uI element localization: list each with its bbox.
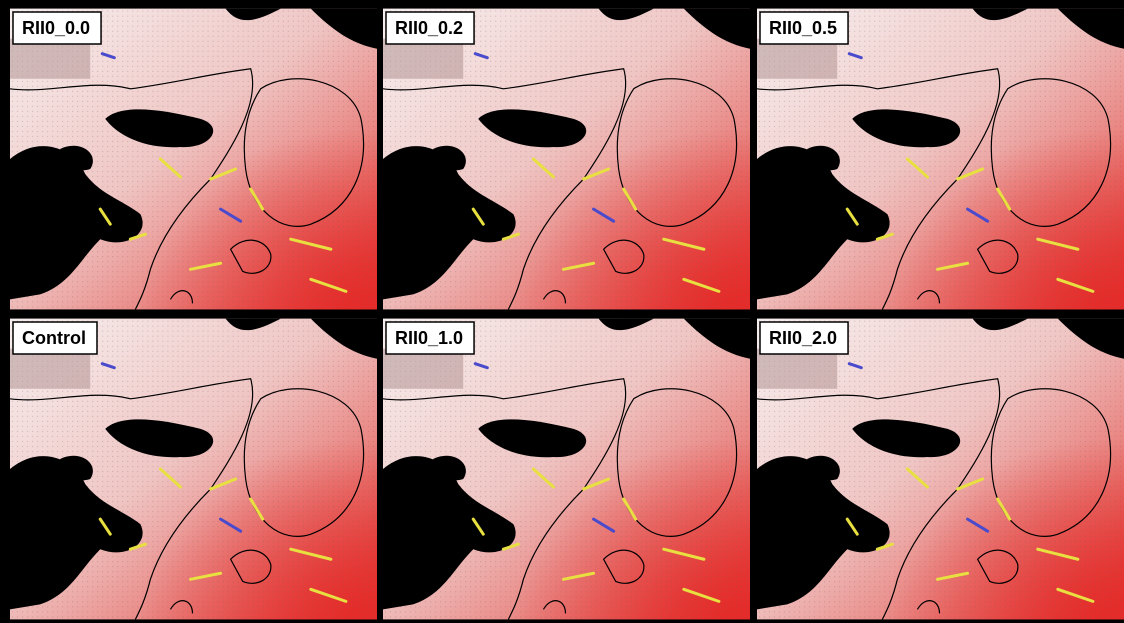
map-image <box>383 319 750 620</box>
panel-label: RII0_0.5 <box>769 18 837 38</box>
map-image <box>383 9 750 310</box>
panel-label: RII0_1.0 <box>395 328 463 348</box>
map-panel: RII0_2.0 <box>757 319 1124 620</box>
figure: RII0_0.0 RII0_0.2 RII0_0.5 Control RII0_1.0 R… <box>0 0 1124 623</box>
map-panel: RII0_0.2 <box>383 9 750 310</box>
panel-label: RII0_2.0 <box>769 328 837 348</box>
map-panel: RII0_0.5 <box>757 9 1124 310</box>
map-image <box>757 319 1124 620</box>
panel-label: Control <box>22 328 86 348</box>
map-image <box>10 319 377 620</box>
map-image <box>757 9 1124 310</box>
map-panel: RII0_0.0 <box>10 9 377 310</box>
map-panel: RII0_1.0 <box>383 319 750 620</box>
map-panel: Control <box>10 319 377 620</box>
panel-label: RII0_0.2 <box>395 18 463 38</box>
map-image <box>10 9 377 310</box>
panel-label: RII0_0.0 <box>22 18 90 38</box>
